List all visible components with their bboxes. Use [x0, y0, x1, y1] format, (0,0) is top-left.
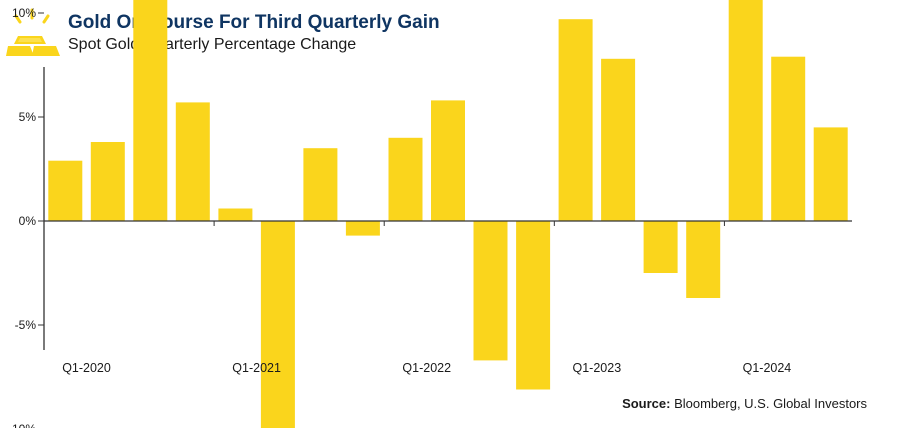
axes-group: [38, 12, 852, 350]
bar-q1-2020: [48, 160, 83, 221]
bar-q2-2023: [601, 58, 636, 221]
bar-q3-2023: [643, 221, 678, 273]
y-tick-labels: 10% 5% 0% -5% -10%: [8, 6, 36, 428]
source-label: Source:: [622, 396, 671, 411]
bar-q4-2023: [686, 221, 721, 298]
bar-q4-2022: [516, 221, 551, 390]
bar-q1-2022: [388, 137, 423, 221]
x-tick-label: Q1-2020: [62, 361, 111, 375]
bar-q1-2023: [558, 19, 593, 222]
bar-q2-2020: [90, 142, 125, 221]
bar-q2-2022: [431, 100, 465, 221]
y-tick-label: -5%: [15, 318, 37, 332]
x-tick-label: Q1-2024: [743, 361, 792, 375]
y-tick-label: 10%: [12, 6, 36, 20]
x-tick-label: Q1-2021: [232, 361, 281, 375]
x-tick-label: Q1-2023: [573, 361, 622, 375]
bar-q4-2020: [175, 102, 210, 221]
bar-q1-2024: [728, 0, 763, 221]
x-tick-labels: Q1-2020 Q1-2021 Q1-2022 Q1-2023 Q1-2024: [62, 361, 791, 375]
bar-q2-2024: [771, 56, 806, 222]
source-note: Source: Bloomberg, U.S. Global Investors: [622, 396, 867, 411]
bar-q3-2022: [473, 221, 508, 361]
y-tick-label: 5%: [19, 110, 37, 124]
bar-q2-2021: [260, 221, 295, 428]
bar-q3-2020: [133, 0, 168, 222]
bar-q3-2024: [813, 127, 848, 221]
bar-q4-2021: [345, 221, 380, 236]
source-text: Bloomberg, U.S. Global Investors: [670, 396, 867, 411]
x-tick-label: Q1-2022: [402, 361, 451, 375]
y-tick-label: -10%: [8, 422, 36, 428]
gold-bars-icon: [6, 8, 60, 56]
bar-q3-2021: [303, 148, 338, 221]
y-tick-label: 0%: [19, 214, 37, 228]
bars-group: [48, 0, 848, 428]
bar-q1-2021: [218, 208, 253, 221]
